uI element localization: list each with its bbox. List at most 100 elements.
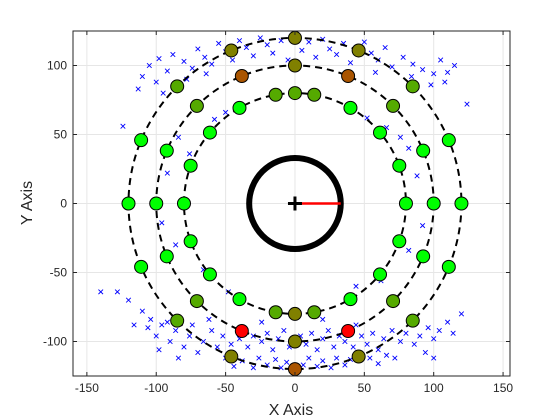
landmark-point bbox=[287, 306, 302, 321]
measurement-stroke bbox=[153, 333, 159, 339]
measurement-point bbox=[206, 316, 212, 323]
measurement-stroke bbox=[216, 40, 222, 47]
measurement-stroke bbox=[431, 71, 437, 77]
landmark-point bbox=[426, 196, 441, 211]
measurement-stroke bbox=[120, 123, 126, 129]
measurement-stroke bbox=[167, 338, 173, 345]
measurement-stroke bbox=[314, 347, 320, 353]
measurement-stroke bbox=[164, 170, 170, 176]
landmark-point bbox=[405, 79, 420, 94]
measurement-stroke bbox=[367, 355, 373, 361]
measurement-point bbox=[425, 325, 431, 331]
measurement-stroke bbox=[256, 355, 262, 361]
measurement-point bbox=[270, 347, 276, 353]
measurement-point bbox=[368, 50, 374, 56]
measurement-stroke bbox=[425, 325, 431, 331]
measurement-point bbox=[272, 356, 279, 363]
landmark-point bbox=[287, 58, 302, 73]
measurement-stroke bbox=[148, 316, 154, 323]
measurement-stroke bbox=[320, 358, 326, 364]
measurement-stroke bbox=[414, 173, 420, 179]
measurement-stroke bbox=[331, 344, 337, 350]
measurement-point bbox=[328, 365, 334, 371]
landmark-point bbox=[134, 259, 149, 274]
measurement-stroke bbox=[175, 134, 182, 140]
measurement-point bbox=[431, 71, 437, 77]
measurement-stroke bbox=[275, 336, 281, 342]
y-tick-label: -50 bbox=[50, 266, 68, 280]
measurement-stroke bbox=[220, 333, 226, 339]
measurement-stroke bbox=[146, 62, 152, 69]
measurement-point bbox=[364, 115, 370, 121]
measurement-point bbox=[159, 220, 165, 226]
measurement-point bbox=[209, 327, 215, 334]
measurement-stroke bbox=[436, 327, 442, 334]
measurement-stroke bbox=[361, 39, 367, 45]
measurement-point bbox=[419, 222, 426, 229]
landmark-point bbox=[398, 196, 413, 211]
measurement-stroke bbox=[189, 65, 195, 71]
measurement-stroke bbox=[114, 289, 121, 295]
measurement-point bbox=[299, 47, 305, 53]
measurement-stroke bbox=[392, 355, 398, 361]
landmark-point bbox=[268, 305, 283, 320]
measurement-point bbox=[306, 39, 312, 45]
landmark-point bbox=[232, 292, 247, 307]
measurement-point bbox=[320, 336, 326, 342]
measurement-stroke bbox=[450, 330, 456, 336]
landmark-point bbox=[351, 43, 366, 58]
measurement-point bbox=[245, 344, 251, 350]
measurement-point bbox=[170, 51, 176, 58]
measurement-point bbox=[203, 71, 209, 77]
measurement-point bbox=[408, 73, 415, 80]
measurement-stroke bbox=[464, 101, 470, 107]
measurement-stroke bbox=[406, 247, 412, 254]
measurement-stroke bbox=[333, 51, 340, 58]
measurement-stroke bbox=[325, 327, 331, 334]
measurement-stroke bbox=[389, 64, 395, 70]
landmark-point bbox=[386, 294, 401, 309]
measurement-point bbox=[428, 82, 434, 88]
measurement-point bbox=[300, 362, 306, 368]
landmark-point bbox=[149, 196, 164, 211]
measurement-point bbox=[314, 363, 320, 369]
measurement-stroke bbox=[243, 44, 250, 51]
y-tick-label: 50 bbox=[54, 128, 68, 142]
measurement-stroke bbox=[139, 73, 145, 80]
measurement-stroke bbox=[381, 336, 387, 342]
x-tick-label: -50 bbox=[217, 381, 235, 395]
measurement-point bbox=[306, 355, 312, 361]
measurement-stroke bbox=[428, 82, 434, 88]
measurement-point bbox=[361, 39, 367, 45]
landmark-point bbox=[234, 324, 249, 339]
measurement-point bbox=[160, 90, 166, 96]
measurement-point bbox=[403, 330, 409, 336]
landmark-point bbox=[341, 324, 356, 339]
measurement-stroke bbox=[250, 53, 256, 59]
measurement-stroke bbox=[164, 68, 170, 74]
landmark-point bbox=[416, 249, 431, 264]
landmark-point bbox=[202, 267, 217, 282]
measurement-point bbox=[159, 322, 165, 328]
measurement-point bbox=[313, 54, 319, 60]
measurement-point bbox=[375, 347, 381, 353]
measurement-stroke bbox=[442, 79, 448, 85]
measurement-stroke bbox=[397, 338, 404, 345]
landmark-point bbox=[392, 234, 407, 249]
measurement-stroke bbox=[236, 38, 243, 44]
landmark-point bbox=[307, 305, 322, 320]
measurement-stroke bbox=[364, 341, 370, 347]
measurement-point bbox=[353, 283, 359, 289]
landmark-point bbox=[232, 100, 247, 115]
landmark-point bbox=[170, 79, 185, 94]
measurement-stroke bbox=[408, 73, 415, 80]
measurement-point bbox=[400, 54, 406, 60]
measurement-point bbox=[181, 344, 187, 350]
measurement-stroke bbox=[328, 365, 334, 371]
measurement-stroke bbox=[284, 359, 290, 365]
measurement-point bbox=[139, 73, 145, 80]
measurement-point bbox=[381, 336, 387, 342]
measurement-point bbox=[186, 151, 193, 157]
measurement-point bbox=[153, 333, 159, 339]
measurement-point bbox=[257, 35, 263, 41]
